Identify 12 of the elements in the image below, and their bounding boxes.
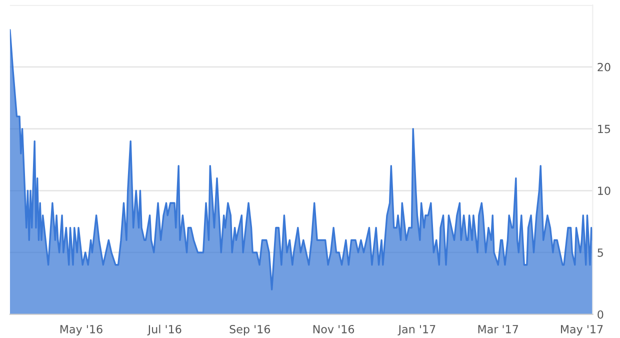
y-tick-label: 15 <box>598 124 610 134</box>
y-tick-label: 10 <box>598 186 610 196</box>
x-tick-label: Mar '17 <box>478 325 518 334</box>
y-tick-label: 0 <box>598 310 604 319</box>
y-tick-label: 5 <box>598 248 603 257</box>
x-tick-label: Jul '16 <box>147 324 182 336</box>
x-tick-label: Sep '16 <box>230 324 270 336</box>
x-tick-label: May '16 <box>60 324 102 336</box>
x-tick-label: Nov '16 <box>313 324 354 334</box>
y-tick-label: 20 <box>598 62 610 72</box>
x-tick-label: Jan '17 <box>398 325 436 336</box>
x-tick-label: May '17 <box>560 325 603 336</box>
